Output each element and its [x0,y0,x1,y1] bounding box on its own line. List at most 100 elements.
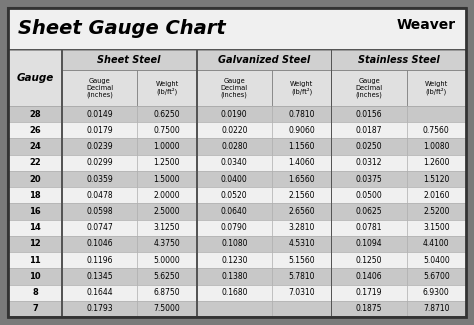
Text: 0.0312: 0.0312 [356,158,382,167]
Bar [197,155,272,171]
Bar [272,155,331,171]
Bar [331,106,407,122]
Bar [8,252,62,268]
Text: 0.0640: 0.0640 [221,207,248,216]
Text: 0.6250: 0.6250 [154,110,180,119]
Text: 4.3750: 4.3750 [154,240,180,248]
Bar [272,138,331,155]
Bar [197,106,272,122]
Text: Galvanized Steel: Galvanized Steel [218,55,310,65]
Text: 0.1406: 0.1406 [356,272,383,281]
Text: Gauge
Decimal
(inches): Gauge Decimal (inches) [356,78,383,98]
Bar [137,203,197,220]
Bar [272,171,331,187]
Text: 0.0156: 0.0156 [356,110,383,119]
Bar [8,203,62,220]
Text: Sheet Steel: Sheet Steel [98,55,161,65]
Bar [272,220,331,236]
Bar [197,50,331,70]
Bar [62,171,137,187]
Bar [331,50,332,317]
Text: 10: 10 [29,272,41,281]
Text: 0.7560: 0.7560 [423,126,450,135]
Text: Weaver: Weaver [397,18,456,32]
Text: 0.1680: 0.1680 [221,288,247,297]
Bar [8,268,62,285]
Bar [8,187,62,203]
Bar [407,252,466,268]
Bar [272,106,331,122]
Bar [62,252,137,268]
Bar [197,171,272,187]
Text: 0.0340: 0.0340 [221,158,248,167]
Bar [8,48,466,50]
Bar [8,285,62,301]
Bar [8,171,62,187]
Text: 16: 16 [29,207,41,216]
Bar [137,187,197,203]
Text: 8: 8 [32,288,38,297]
Bar [197,122,272,138]
Text: Gauge: Gauge [16,73,54,83]
Bar [331,155,407,171]
Text: 0.1644: 0.1644 [86,288,113,297]
Text: 1.2600: 1.2600 [423,158,450,167]
Text: 0.7810: 0.7810 [288,110,315,119]
Text: 2.6560: 2.6560 [288,207,315,216]
Text: 0.0500: 0.0500 [356,191,383,200]
Bar [272,187,331,203]
Text: 0.9060: 0.9060 [288,126,315,135]
Bar [272,236,331,252]
Text: 3.1250: 3.1250 [154,223,180,232]
Bar [272,70,331,106]
Bar [8,301,62,317]
Text: 1.4060: 1.4060 [288,158,315,167]
Bar [137,70,197,106]
Text: 0.1196: 0.1196 [86,256,113,265]
Text: Sheet Gauge Chart: Sheet Gauge Chart [18,20,226,38]
Text: 0.0190: 0.0190 [221,110,247,119]
Text: 3.2810: 3.2810 [289,223,315,232]
Bar [407,155,466,171]
Bar [197,70,272,106]
Bar [407,220,466,236]
Text: 0.1719: 0.1719 [356,288,382,297]
Text: 0.1250: 0.1250 [356,256,382,265]
Bar [137,236,197,252]
Text: 0.0781: 0.0781 [356,223,382,232]
Bar [62,122,137,138]
Text: 2.5200: 2.5200 [423,207,450,216]
Text: Weight
(lb/ft²): Weight (lb/ft²) [290,81,313,95]
Text: 14: 14 [29,223,41,232]
Bar [62,203,137,220]
Text: Gauge
Decimal
(inches): Gauge Decimal (inches) [221,78,248,98]
Text: 2.0000: 2.0000 [154,191,180,200]
Text: 0.1380: 0.1380 [221,272,247,281]
Text: 1.5000: 1.5000 [154,175,180,184]
Text: 0.0598: 0.0598 [86,207,113,216]
Text: 0.0250: 0.0250 [356,142,383,151]
Bar [407,70,466,106]
Bar [331,220,407,236]
Bar [331,301,407,317]
Text: 20: 20 [29,175,41,184]
Bar [137,220,197,236]
Text: 0.7500: 0.7500 [154,126,180,135]
Text: 0.1230: 0.1230 [221,256,247,265]
Bar [8,316,466,317]
Bar [137,138,197,155]
Text: 22: 22 [29,158,41,167]
Text: 0.0187: 0.0187 [356,126,382,135]
Text: 0.0239: 0.0239 [86,142,113,151]
Bar [197,203,272,220]
Text: 0.0747: 0.0747 [86,223,113,232]
Text: 3.1500: 3.1500 [423,223,450,232]
Bar [331,236,407,252]
Bar [137,285,197,301]
Text: 28: 28 [29,110,41,119]
Text: 6.9300: 6.9300 [423,288,450,297]
Text: 2.0160: 2.0160 [423,191,450,200]
Bar [331,187,407,203]
Text: 0.0220: 0.0220 [221,126,247,135]
Bar [62,301,137,317]
